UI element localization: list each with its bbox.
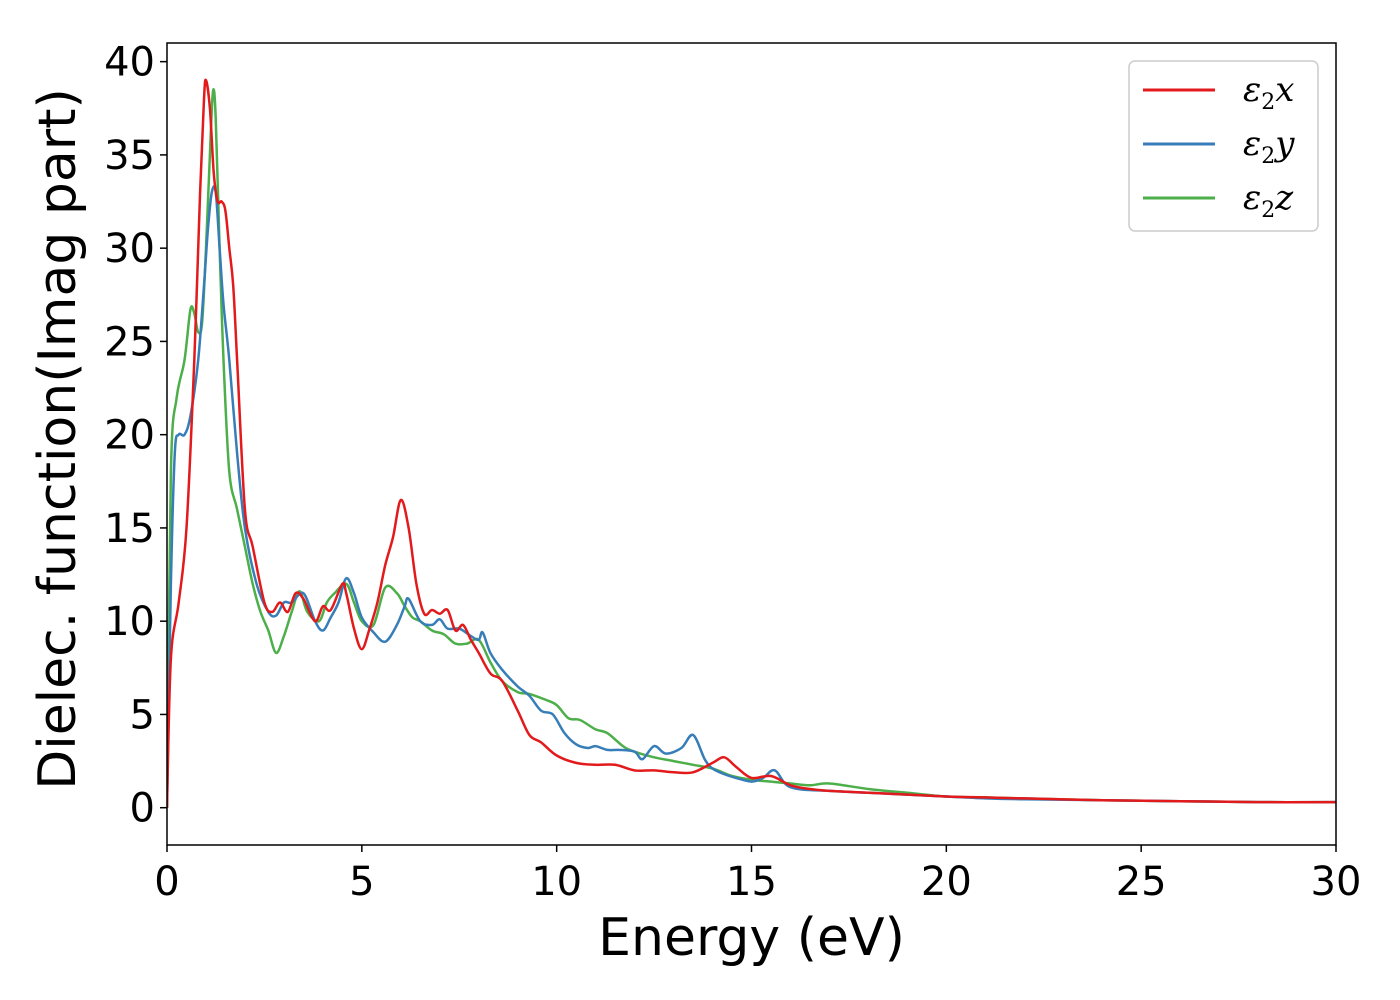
y-tick-label: 35 [104,133,155,179]
axis-ticks: 0 5 10 15 20 25 30 0 5 10 15 20 25 30 35 40 [104,40,1361,905]
y-axis-label: Dielec. function(Imag part) [28,88,88,790]
legend-label-x: ε2x [1243,70,1294,115]
series-line-y [167,185,1336,808]
x-axis-label: Energy (eV) [598,908,905,968]
x-tick-label: 25 [1116,859,1167,905]
series-layer [167,78,1336,808]
x-tick-label: 15 [726,859,777,905]
y-tick-label: 30 [104,226,155,272]
y-tick-label: 20 [104,413,155,459]
y-tick-label: 25 [104,319,155,365]
legend-symbol: ε [1243,70,1261,110]
y-tick-label: 40 [104,40,155,86]
legend-subscript: 2 [1261,90,1275,115]
legend-label-z: ε2z [1243,178,1294,223]
legend-symbol: ε [1243,178,1261,218]
legend-subscript: 2 [1261,144,1275,169]
x-tick-label: 20 [921,859,972,905]
legend-suffix: y [1273,124,1295,164]
legend-box [1128,60,1319,232]
x-tick-label: 10 [531,859,582,905]
x-tick-label: 30 [1311,859,1362,905]
x-tick-label: 5 [349,859,374,905]
legend-suffix: z [1274,178,1294,218]
series-line-z [167,88,1336,808]
y-tick-label: 0 [130,786,155,832]
legend-symbol: ε [1243,124,1261,164]
legend-label-y: ε2y [1243,124,1295,169]
x-tick-label: 0 [154,859,179,905]
y-tick-label: 5 [130,692,155,738]
legend-suffix: x [1275,70,1294,110]
y-tick-label: 10 [104,599,155,645]
y-tick-label: 15 [104,506,155,552]
legend-subscript: 2 [1261,198,1275,223]
series-line-x [167,78,1336,808]
